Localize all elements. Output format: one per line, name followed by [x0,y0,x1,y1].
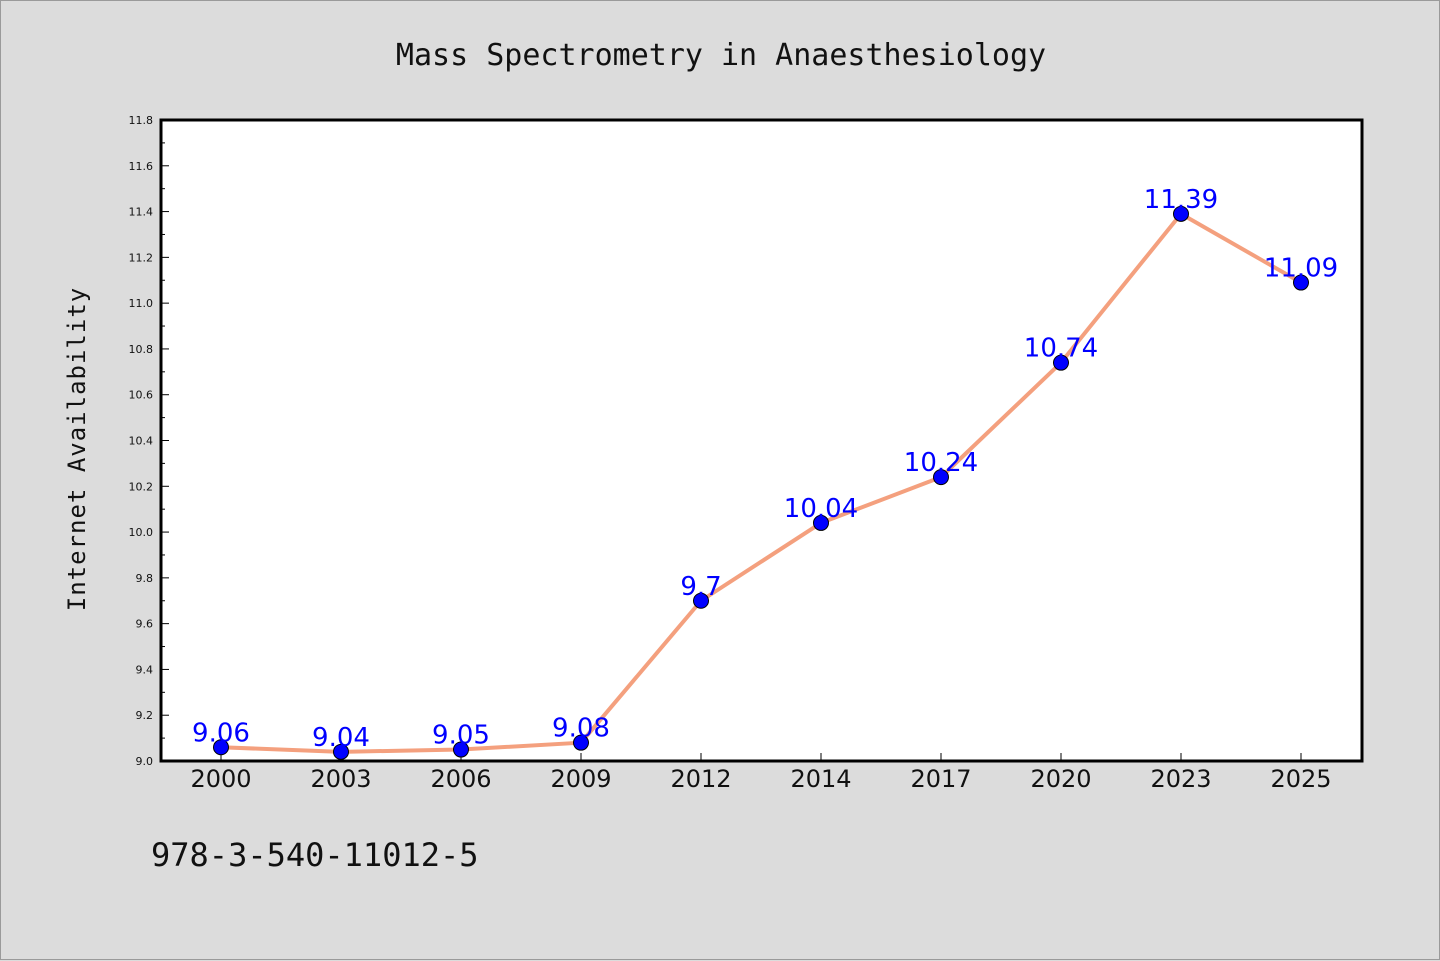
data-label: 9.04 [312,723,370,753]
x-tick-label: 2009 [550,765,611,793]
data-point [693,592,709,609]
y-tick-label: 9.6 [136,618,154,631]
data-point [213,739,229,756]
x-tick-label: 2006 [430,765,491,793]
data-point [1173,205,1189,222]
y-tick-label: 10.4 [129,435,154,448]
y-axis-ticks: 9.0 9.2 9.4 9.6 9.8 10.0 10.2 10.4 10.6 10.8 11.0 1… [129,114,169,768]
y-tick-label: 11.8 [129,114,154,127]
y-tick-label: 10.2 [129,480,154,493]
data-point [453,741,469,758]
y-tick-label: 11.4 [129,206,154,219]
data-label: 9.08 [552,714,610,744]
data-label: 10.04 [784,494,858,524]
y-tick-label: 9.8 [136,572,154,585]
data-label: 9.05 [432,721,490,751]
series-line [219,211,1303,754]
y-tick-label: 11.2 [129,251,154,264]
y-tick-label: 11.0 [129,297,154,310]
data-label: 10.74 [1024,334,1098,364]
data-label: 11.09 [1264,254,1338,284]
x-tick-label: 2025 [1270,765,1331,793]
data-point [933,469,949,486]
x-tick-label: 2023 [1150,765,1211,793]
plot-area [159,118,1364,763]
x-tick-label: 2014 [790,765,851,793]
y-tick-label: 9.4 [136,663,154,676]
y-axis-label: Internet Availability [63,287,91,611]
data-point [1053,354,1069,371]
data-point [333,743,349,760]
data-label: 11.39 [1144,185,1218,215]
data-point [573,734,589,751]
data-label: 9.7 [680,572,721,602]
y-tick-label: 9.2 [136,709,154,722]
y-tick-label: 10.0 [129,526,154,539]
data-label: 10.24 [904,448,978,478]
x-tick-label: 2000 [190,765,251,793]
x-tick-label: 2020 [1030,765,1091,793]
y-tick-label: 11.6 [129,160,154,173]
data-point [1293,274,1309,291]
y-tick-label: 9.0 [136,755,154,768]
y-tick-label: 10.6 [129,389,154,402]
x-tick-label: 2003 [310,765,371,793]
footer-isbn: 978-3-540-11012-5 [151,836,479,874]
x-axis-ticks: 2000 2003 2006 2009 2012 2014 2017 2020 2023 2025 [190,753,1332,793]
data-label: 9.06 [192,718,250,748]
y-tick-label: 10.8 [129,343,154,356]
data-point [813,514,829,531]
x-tick-label: 2012 [670,765,731,793]
x-tick-label: 2017 [910,765,971,793]
series-group: 9.06 9.04 9.05 9.08 9.7 10.04 10.24 10.74 11.39 1… [192,185,1338,760]
chart-title: Mass Spectrometry in Anaesthesiology [396,38,1046,73]
